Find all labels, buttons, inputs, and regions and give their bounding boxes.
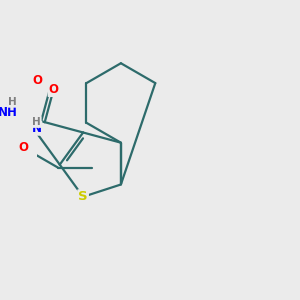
Text: O: O — [32, 74, 42, 87]
Text: N: N — [32, 122, 41, 135]
Text: O: O — [49, 83, 58, 96]
Text: H: H — [8, 97, 17, 107]
Text: S: S — [78, 190, 88, 203]
Text: H: H — [32, 117, 41, 127]
Text: O: O — [19, 141, 28, 154]
Text: NH: NH — [0, 106, 18, 119]
